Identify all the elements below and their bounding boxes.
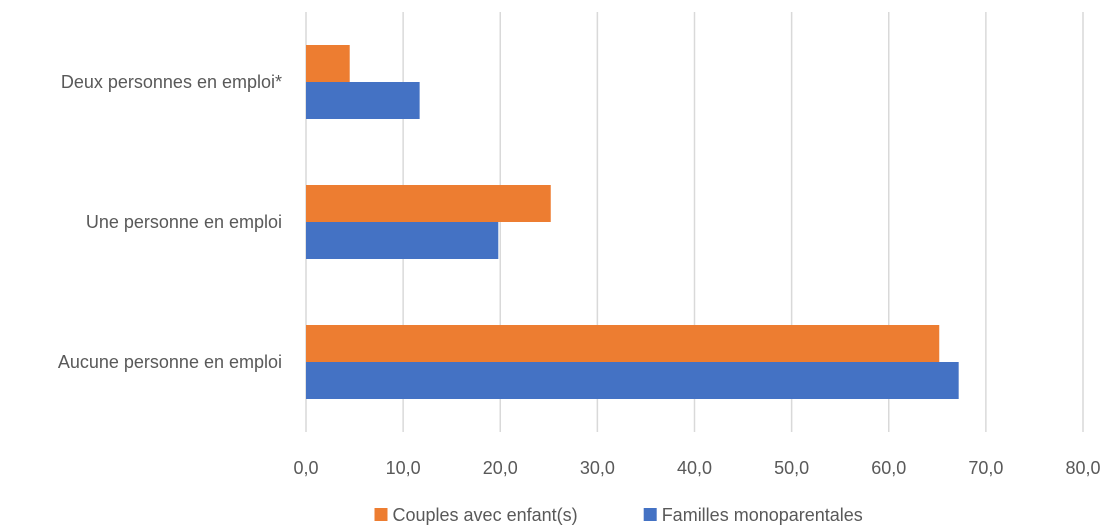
bars bbox=[306, 45, 959, 399]
bar bbox=[306, 362, 959, 399]
x-tick-label: 60,0 bbox=[871, 458, 906, 478]
x-tick-label: 50,0 bbox=[774, 458, 809, 478]
x-tick-label: 20,0 bbox=[483, 458, 518, 478]
x-tick-label: 40,0 bbox=[677, 458, 712, 478]
legend: Couples avec enfant(s) Familles monoparen… bbox=[374, 505, 863, 525]
legend-label: Couples avec enfant(s) bbox=[393, 505, 578, 525]
category-label: Une personne en emploi bbox=[86, 212, 282, 232]
legend-label: Familles monoparentales bbox=[662, 505, 863, 525]
bar bbox=[306, 45, 350, 82]
legend-swatch bbox=[643, 508, 657, 521]
x-tick-label: 30,0 bbox=[580, 458, 615, 478]
bar bbox=[306, 82, 420, 119]
x-tick-label: 70,0 bbox=[968, 458, 1003, 478]
legend-swatch bbox=[374, 508, 388, 521]
category-label: Deux personnes en emploi* bbox=[61, 72, 282, 92]
bar bbox=[306, 185, 551, 222]
bar bbox=[306, 325, 940, 362]
x-axis-tick-labels: 0,0 10,0 20,0 30,0 40,0 50,0 60,0 70,0 80,0 bbox=[293, 458, 1100, 478]
x-tick-label: 80,0 bbox=[1065, 458, 1100, 478]
bar bbox=[306, 222, 499, 259]
category-labels: Deux personnes en emploi* Une personne en… bbox=[58, 72, 282, 372]
category-label: Aucune personne en emploi bbox=[58, 352, 282, 372]
x-tick-label: 0,0 bbox=[293, 458, 318, 478]
x-tick-label: 10,0 bbox=[386, 458, 421, 478]
